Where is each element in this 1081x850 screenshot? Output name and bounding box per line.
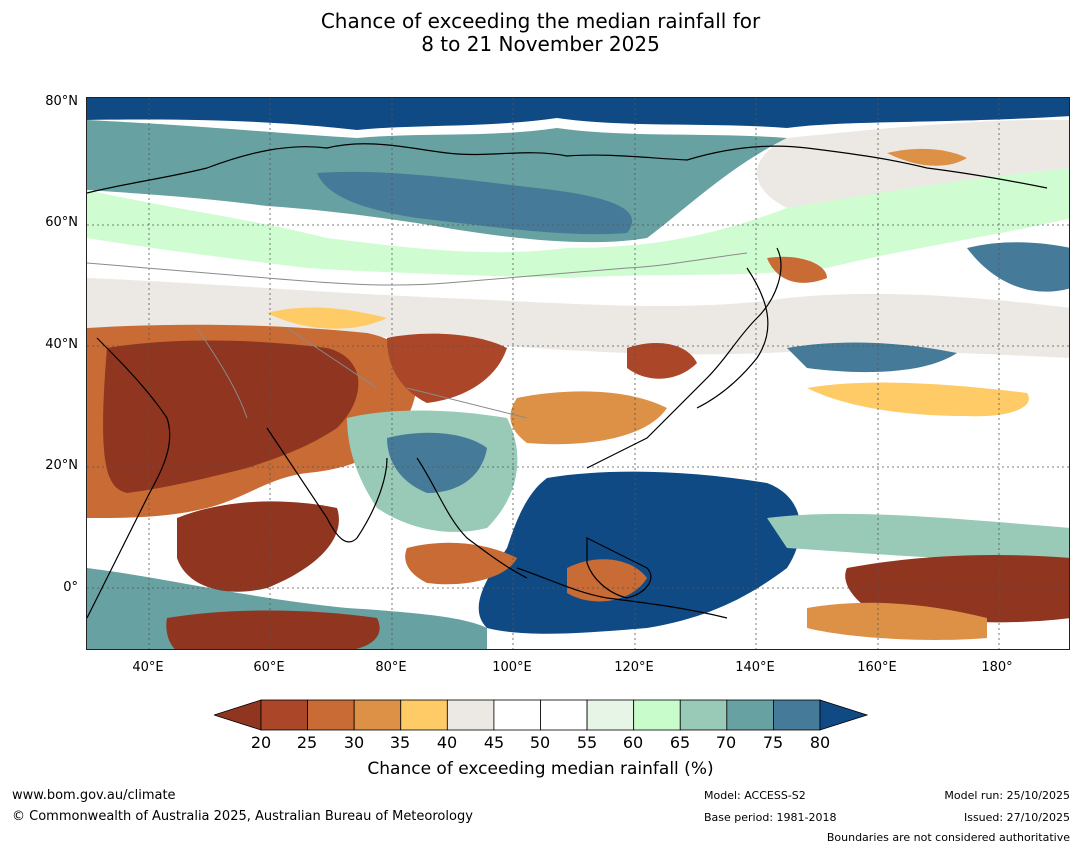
footer-base-period: Base period: 1981-2018 [704, 811, 837, 824]
colorbar-segment [400, 699, 448, 731]
colorbar-tick-label: 40 [436, 733, 458, 752]
region-central-asia-grey [87, 278, 1069, 358]
latitude-label-80n: 80°N [45, 94, 78, 109]
colorbar-segment [307, 699, 355, 731]
map-title-line-1: Chance of exceeding the median rainfall … [320, 9, 761, 33]
colorbar-tick-label: 35 [389, 733, 411, 752]
coastlines [87, 143, 1048, 619]
region-central-asia-orange [267, 307, 387, 329]
colorbar-segment [726, 699, 774, 731]
longitude-label-40e: 40°E [132, 660, 164, 675]
colorbar-segment [679, 699, 728, 731]
colorbar-tick-label: 70 [715, 733, 737, 752]
region-arabian-sea-dry [177, 501, 339, 592]
colorbar-tick-label: 45 [483, 733, 505, 752]
longitude-label-140e: 140°E [735, 660, 775, 675]
region-bay-bengal-blue [387, 432, 487, 493]
colorbar-tick-label: 30 [343, 733, 365, 752]
footer-model-run: Model run: 25/10/2025 [944, 789, 1070, 802]
region-east-indian-ocean-orange [405, 542, 517, 585]
colorbar [214, 699, 868, 731]
longitude-label-180: 180° [981, 660, 1013, 675]
colorbar-tick-label: 65 [669, 733, 691, 752]
longitude-label-160e: 160°E [857, 660, 897, 675]
footer-copyright: © Commonwealth of Australia 2025, Austra… [12, 809, 473, 824]
longitude-label-80e: 80°E [375, 660, 407, 675]
region-china-dry [387, 333, 507, 403]
latitude-label-40n: 40°N [45, 337, 78, 352]
colorbar-segment [353, 699, 402, 731]
region-northeast-orange [887, 148, 967, 166]
colorbar-tick-label: 60 [622, 733, 644, 752]
colorbar-tick-label: 25 [296, 733, 318, 752]
region-arctic-wet [87, 98, 1069, 130]
footer-issued: Issued: 27/10/2025 [963, 811, 1070, 824]
region-northeast-grey [757, 119, 1069, 208]
rainfall-probability-map [86, 97, 1070, 650]
colorbar-segment [633, 699, 681, 731]
colorbar-arrow-low [214, 699, 262, 731]
latitude-label-0: 0° [63, 580, 78, 595]
region-pacific-blue [787, 342, 957, 373]
colorbar-tick-label: 75 [762, 733, 784, 752]
footer-model: Model: ACCESS-S2 [704, 789, 806, 802]
colorbar-segment [773, 699, 821, 731]
colorbar-segment [446, 699, 495, 731]
region-pacific-orange [807, 382, 1029, 417]
country-borders [87, 252, 748, 419]
longitude-label-100e: 100°E [492, 660, 532, 675]
footer-url[interactable]: www.bom.gov.au/climate [12, 788, 176, 803]
latitude-label-20n: 20°N [45, 458, 78, 473]
colorbar-segment [540, 699, 588, 731]
colorbar-tick-label: 55 [576, 733, 598, 752]
colorbar-arrow-high [819, 699, 868, 731]
colorbar-segment [493, 699, 541, 731]
colorbar-tick-label: 20 [250, 733, 272, 752]
region-siberia-blue [317, 171, 633, 235]
region-japan-orange [767, 256, 827, 283]
colorbar-label: Chance of exceeding median rainfall (%) [367, 759, 714, 779]
region-indian-ocean-dry [166, 610, 380, 649]
colorbar-tick-label: 50 [529, 733, 551, 752]
region-east-china-orange [510, 391, 667, 445]
longitude-label-60e: 60°E [253, 660, 285, 675]
footer-disclaimer: Boundaries are not considered authoritat… [826, 831, 1070, 844]
colorbar-segment [586, 699, 635, 731]
region-maritime-blue [478, 471, 801, 634]
region-korea-dry [627, 343, 697, 379]
map-title-line-2: 8 to 21 November 2025 [421, 32, 660, 56]
latitude-label-60n: 60°N [45, 215, 78, 230]
region-southern-green [767, 513, 1069, 560]
region-west-pacific-orange [807, 602, 987, 640]
region-north-green [87, 168, 1069, 278]
colorbar-segment [260, 699, 308, 731]
region-borneo-orange [567, 559, 647, 602]
region-east-blue [967, 242, 1069, 292]
longitude-label-120e: 120°E [614, 660, 654, 675]
map-graticule [87, 98, 1069, 649]
colorbar-tick-label: 80 [809, 733, 831, 752]
